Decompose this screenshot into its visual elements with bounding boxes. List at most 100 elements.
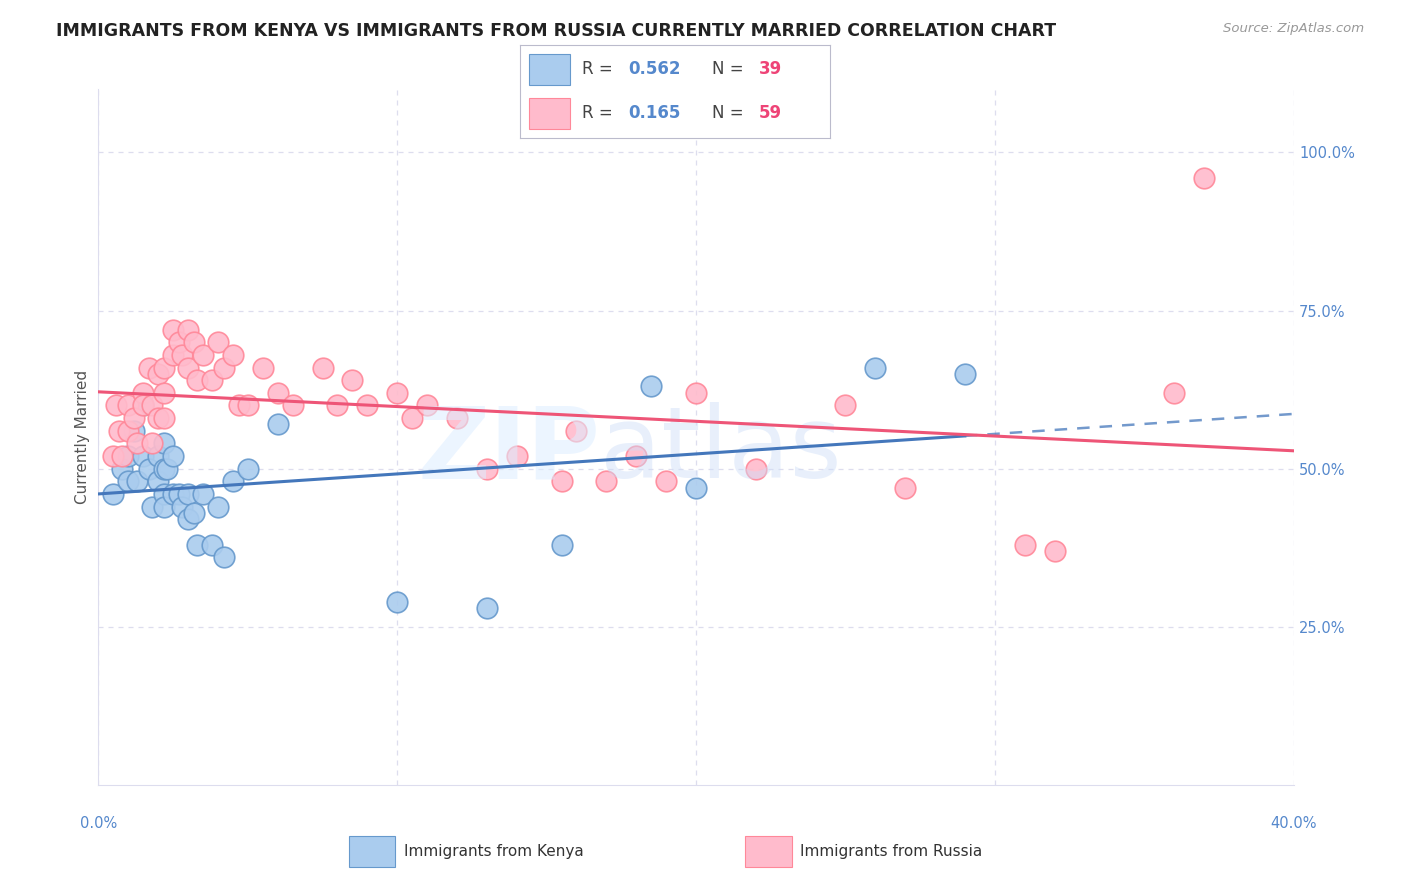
Point — [446, 411, 468, 425]
Point — [207, 335, 229, 350]
Point — [745, 461, 768, 475]
Point — [117, 449, 139, 463]
Point — [162, 487, 184, 501]
Point — [186, 373, 208, 387]
Point — [1192, 170, 1215, 185]
Point — [148, 411, 170, 425]
Point — [953, 367, 976, 381]
Point — [138, 360, 160, 375]
Point — [183, 506, 205, 520]
Text: R =: R = — [582, 104, 619, 122]
Text: 0.562: 0.562 — [628, 61, 681, 78]
Point — [132, 385, 155, 400]
Point — [186, 538, 208, 552]
Point — [167, 487, 190, 501]
Point — [640, 379, 662, 393]
Point — [281, 399, 304, 413]
Bar — [530, 54, 569, 85]
Point — [595, 475, 617, 489]
Point — [865, 360, 887, 375]
Point — [148, 475, 170, 489]
Point — [153, 385, 176, 400]
Point — [191, 487, 214, 501]
Text: 40.0%: 40.0% — [1270, 816, 1317, 831]
Bar — [745, 837, 792, 867]
Point — [105, 399, 128, 413]
Point — [132, 399, 155, 413]
Text: 0.165: 0.165 — [628, 104, 681, 122]
Point — [685, 481, 707, 495]
Point — [267, 417, 290, 432]
Point — [222, 475, 245, 489]
Point — [153, 436, 176, 450]
Text: 0.0%: 0.0% — [80, 816, 117, 831]
Point — [103, 449, 125, 463]
Point — [148, 449, 170, 463]
Point — [191, 348, 214, 362]
Point — [506, 449, 529, 463]
Point — [416, 399, 439, 413]
Text: 59: 59 — [758, 104, 782, 122]
Point — [103, 487, 125, 501]
Point — [177, 322, 200, 336]
Point — [153, 500, 176, 514]
Point — [127, 475, 149, 489]
Point — [124, 424, 146, 438]
Point — [550, 475, 572, 489]
Point — [207, 500, 229, 514]
Point — [108, 424, 131, 438]
Point — [1163, 385, 1185, 400]
Point — [326, 399, 349, 413]
Point — [401, 411, 423, 425]
Point — [153, 411, 176, 425]
Point — [138, 461, 160, 475]
Point — [236, 399, 259, 413]
Point — [1014, 538, 1036, 552]
Point — [177, 360, 200, 375]
Text: Immigrants from Kenya: Immigrants from Kenya — [404, 845, 583, 859]
Bar — [530, 98, 569, 129]
Point — [183, 335, 205, 350]
Point — [167, 335, 190, 350]
Point — [132, 399, 155, 413]
Point — [132, 449, 155, 463]
Point — [267, 385, 290, 400]
Point — [342, 373, 364, 387]
Point — [228, 399, 250, 413]
Point — [141, 399, 163, 413]
Point — [172, 500, 194, 514]
Point — [117, 475, 139, 489]
Point — [153, 461, 176, 475]
Point — [685, 385, 707, 400]
Point — [117, 424, 139, 438]
Point — [156, 461, 179, 475]
Text: N =: N = — [711, 61, 749, 78]
Point — [475, 461, 498, 475]
Text: 39: 39 — [758, 61, 782, 78]
Text: R =: R = — [582, 61, 619, 78]
Point — [124, 411, 146, 425]
Text: ZIP: ZIP — [418, 402, 600, 500]
Text: atlas: atlas — [600, 402, 842, 500]
Point — [148, 367, 170, 381]
Point — [212, 550, 235, 565]
Point — [655, 475, 678, 489]
Point — [385, 385, 409, 400]
Point — [111, 449, 134, 463]
Point — [385, 594, 409, 608]
Point — [311, 360, 333, 375]
Point — [201, 538, 224, 552]
Point — [1043, 544, 1066, 558]
Point — [222, 348, 245, 362]
Bar — [349, 837, 395, 867]
Point — [162, 348, 184, 362]
Point — [212, 360, 235, 375]
Text: IMMIGRANTS FROM KENYA VS IMMIGRANTS FROM RUSSIA CURRENTLY MARRIED CORRELATION CH: IMMIGRANTS FROM KENYA VS IMMIGRANTS FROM… — [56, 22, 1056, 40]
Point — [162, 449, 184, 463]
Point — [894, 481, 917, 495]
Text: Immigrants from Russia: Immigrants from Russia — [800, 845, 983, 859]
Text: N =: N = — [711, 104, 749, 122]
Point — [177, 512, 200, 526]
Point — [162, 322, 184, 336]
Point — [834, 399, 856, 413]
